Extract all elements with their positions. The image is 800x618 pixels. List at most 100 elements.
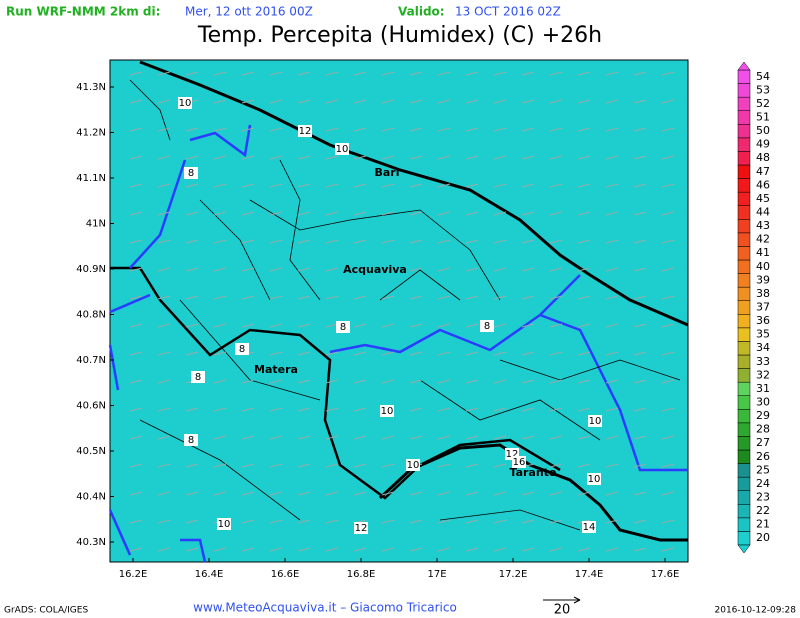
wind-arrow <box>129 127 143 132</box>
colorbar-bottom <box>737 544 751 554</box>
wind-arrow <box>269 351 283 356</box>
colorbar-label: 31 <box>756 382 770 395</box>
wind-arrow <box>549 519 563 524</box>
wind-arrow <box>269 239 283 244</box>
wind-arrow <box>185 491 199 496</box>
lon-label: 17.2E <box>499 569 528 580</box>
contour-label-bg <box>380 405 394 417</box>
wind-arrow <box>549 463 563 468</box>
colorbar-label: 21 <box>756 518 770 531</box>
colorbar-label: 40 <box>756 260 770 273</box>
wind-arrow <box>269 491 283 496</box>
lat-label: 40.6N <box>76 401 106 412</box>
wind-arrow <box>549 407 563 412</box>
wind-arrow <box>185 127 199 132</box>
wind-arrow <box>213 239 227 244</box>
run-label: Run WRF-NMM 2km di: <box>6 5 160 19</box>
colorbar-label: 47 <box>756 165 770 178</box>
wind-arrow <box>325 407 339 412</box>
wind-arrow <box>661 547 675 552</box>
wind-arrow <box>157 435 171 440</box>
colorbar-cell <box>737 409 751 424</box>
wind-arrow <box>353 295 367 300</box>
lon-label: 16.2E <box>119 569 148 580</box>
wind-arrow <box>521 71 535 76</box>
wind-arrow <box>549 547 563 552</box>
wind-arrow <box>633 211 647 216</box>
wind-arrow <box>157 519 171 524</box>
colorbar-label: 50 <box>756 124 770 137</box>
wind-arrow <box>409 211 423 216</box>
wind-arrow <box>381 183 395 188</box>
wind-arrow <box>325 155 339 160</box>
wind-arrow <box>157 379 171 384</box>
colorbar-label: 29 <box>756 409 770 422</box>
wind-arrow <box>297 547 311 552</box>
wind-arrow <box>605 435 619 440</box>
wind-arrow <box>409 407 423 412</box>
contour-label-bg <box>582 521 596 533</box>
wind-arrow <box>437 519 451 524</box>
wind-arrow <box>549 183 563 188</box>
wind-arrow <box>437 463 451 468</box>
map-area <box>109 59 689 563</box>
wind-arrow <box>633 155 647 160</box>
wind-arrow <box>129 547 143 552</box>
colorbar-label: 48 <box>756 151 770 164</box>
wind-arrow <box>129 491 143 496</box>
wind-arrow <box>577 351 591 356</box>
city-label: Matera <box>254 363 298 376</box>
wind-arrow <box>577 239 591 244</box>
contour-label: 8 <box>484 321 490 332</box>
wind-arrow <box>241 463 255 468</box>
wind-arrow <box>269 155 283 160</box>
wind-arrow <box>661 407 675 412</box>
colorbar-cell <box>737 83 751 98</box>
wind-arrow <box>269 211 283 216</box>
wind-arrow <box>437 547 451 552</box>
wind-arrow <box>493 379 507 384</box>
wind-arrow <box>241 155 255 160</box>
colorbar-cell <box>737 96 751 111</box>
wind-arrow <box>577 211 591 216</box>
contour-label-bg <box>587 473 601 485</box>
wind-arrow <box>605 267 619 272</box>
colorbar-cell <box>737 232 751 247</box>
wind-arrow <box>381 295 395 300</box>
colorbar-cell <box>737 191 751 206</box>
wind-arrow <box>241 239 255 244</box>
colorbar-label: 33 <box>756 355 770 368</box>
contour-label-bg <box>235 343 249 355</box>
wind-arrow <box>213 463 227 468</box>
colorbar-cell <box>737 490 751 505</box>
wind-arrow <box>661 435 675 440</box>
wind-arrow <box>465 379 479 384</box>
wind-arrow <box>465 239 479 244</box>
contour-label: 10 <box>336 144 349 155</box>
colorbar-label: 25 <box>756 463 770 476</box>
wind-arrow <box>157 127 171 132</box>
colorbar-label: 46 <box>756 178 770 191</box>
contour-label: 12 <box>506 449 519 460</box>
wind-arrow <box>185 155 199 160</box>
wind-arrow <box>549 323 563 328</box>
wind-arrow <box>325 435 339 440</box>
wind-arrow <box>465 323 479 328</box>
wind-arrow <box>353 127 367 132</box>
colorbar-cell <box>737 449 751 464</box>
wind-arrow <box>577 99 591 104</box>
wind-arrow <box>521 547 535 552</box>
wind-arrow <box>493 435 507 440</box>
colorbar-cell <box>737 327 751 342</box>
contour-label: 8 <box>340 322 346 333</box>
city-label: Acquaviva <box>343 263 407 276</box>
colorbar-cell <box>737 517 751 532</box>
wind-arrow <box>269 183 283 188</box>
wind-arrow <box>409 435 423 440</box>
wind-arrow <box>409 99 423 104</box>
wind-arrow <box>437 127 451 132</box>
wind-arrow <box>325 71 339 76</box>
footer-site: www.MeteoAcquaviva.it – Giacomo Tricaric… <box>193 601 457 615</box>
wind-arrow <box>633 547 647 552</box>
wind-arrow <box>493 547 507 552</box>
